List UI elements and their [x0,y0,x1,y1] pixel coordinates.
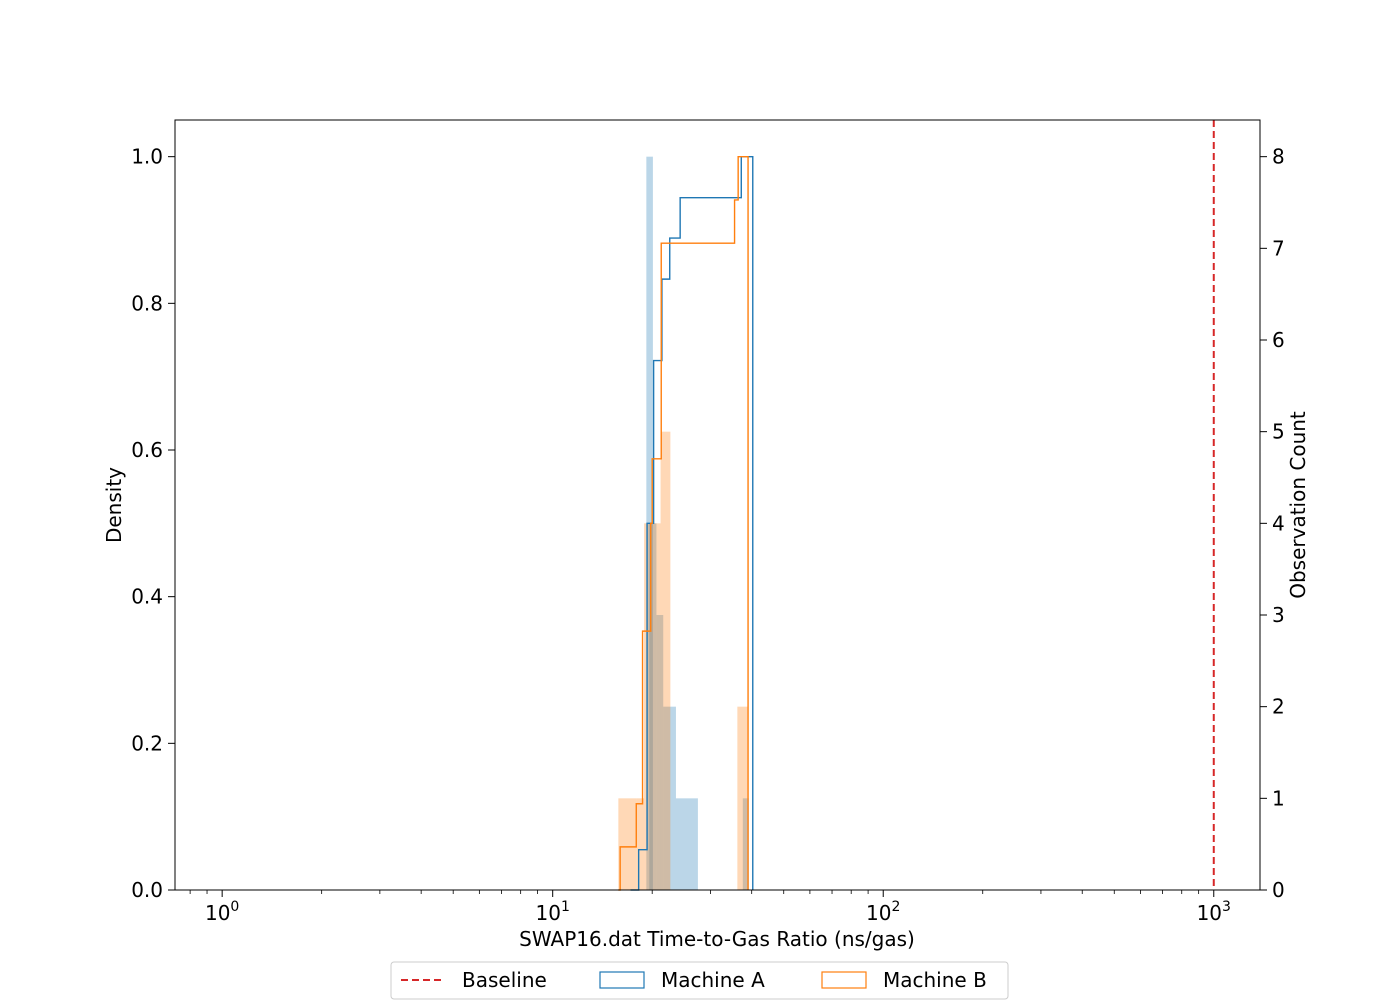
y2-axis-ticks: 0 1 2 3 4 5 6 7 8 [1260,145,1285,902]
count-bar-b-1 [636,798,645,890]
y-tick-label-3: 0.6 [131,438,163,462]
x-tick-label-1: 101 [536,899,570,925]
x-axis-label: SWAP16.dat Time-to-Gas Ratio (ns/gas) [519,927,915,951]
y-tick-label-2: 0.4 [131,585,163,609]
x-tick-exponent: 3 [1222,899,1231,915]
y-axis-label: Density [102,467,126,543]
x-tick-label-0: 100 [205,899,239,925]
y2-tick-label-2: 2 [1272,695,1285,719]
x-tick-exponent: 1 [561,899,570,915]
x-tick-label-3: 103 [1197,899,1231,925]
cdf-line-machine-b [618,155,749,891]
x-tick-label-2: 102 [866,899,900,925]
x-axis-ticks: 100 101 102 103 [189,890,1231,925]
y2-tick-label-8: 8 [1272,145,1285,169]
count-bar-b-4 [737,706,748,890]
x-tick-exponent: 0 [230,899,239,915]
cdf-lines [618,155,754,891]
legend-label-machine_a: Machine A [661,968,765,992]
count-bar-a-3 [663,706,676,890]
plot-frame [174,119,1261,891]
y-tick-label-4: 0.8 [131,291,163,315]
legend-label-machine_b: Machine B [883,968,987,992]
y-tick-label-1: 0.2 [131,731,163,755]
count-bar-b-3 [660,431,671,890]
y2-tick-label-0: 0 [1272,878,1285,902]
y2-tick-label-1: 1 [1272,786,1285,810]
legend-label-baseline: Baseline [462,968,547,992]
legend-frame [390,961,1009,1000]
y-axis-ticks: 0.0 0.2 0.4 0.6 0.8 1.0 [131,145,175,902]
y2-tick-label-4: 4 [1272,511,1285,535]
y2-axis-label: Observation Count [1286,411,1310,599]
y2-tick-label-5: 5 [1272,420,1285,444]
x-tick-exponent: 2 [891,899,900,915]
count-bar-b-0 [618,798,637,890]
count-bar-a-2 [656,615,664,890]
legend-swatch-machine_a [599,971,645,989]
count-bar-a-4 [675,798,698,890]
y-tick-label-5: 1.0 [131,145,163,169]
count-bar-b-2 [644,523,661,890]
count-bar-a-1 [649,523,657,890]
y-tick-label-0: 0.0 [131,878,163,902]
y2-tick-label-7: 7 [1272,236,1285,260]
legend: Baseline Machine A Machine B [390,961,1009,1000]
legend-swatch-machine_b [821,971,867,989]
count-bar-a-5 [742,798,749,890]
y2-tick-label-3: 3 [1272,603,1285,627]
y2-tick-label-6: 6 [1272,328,1285,352]
plot-area-background [175,120,1260,890]
